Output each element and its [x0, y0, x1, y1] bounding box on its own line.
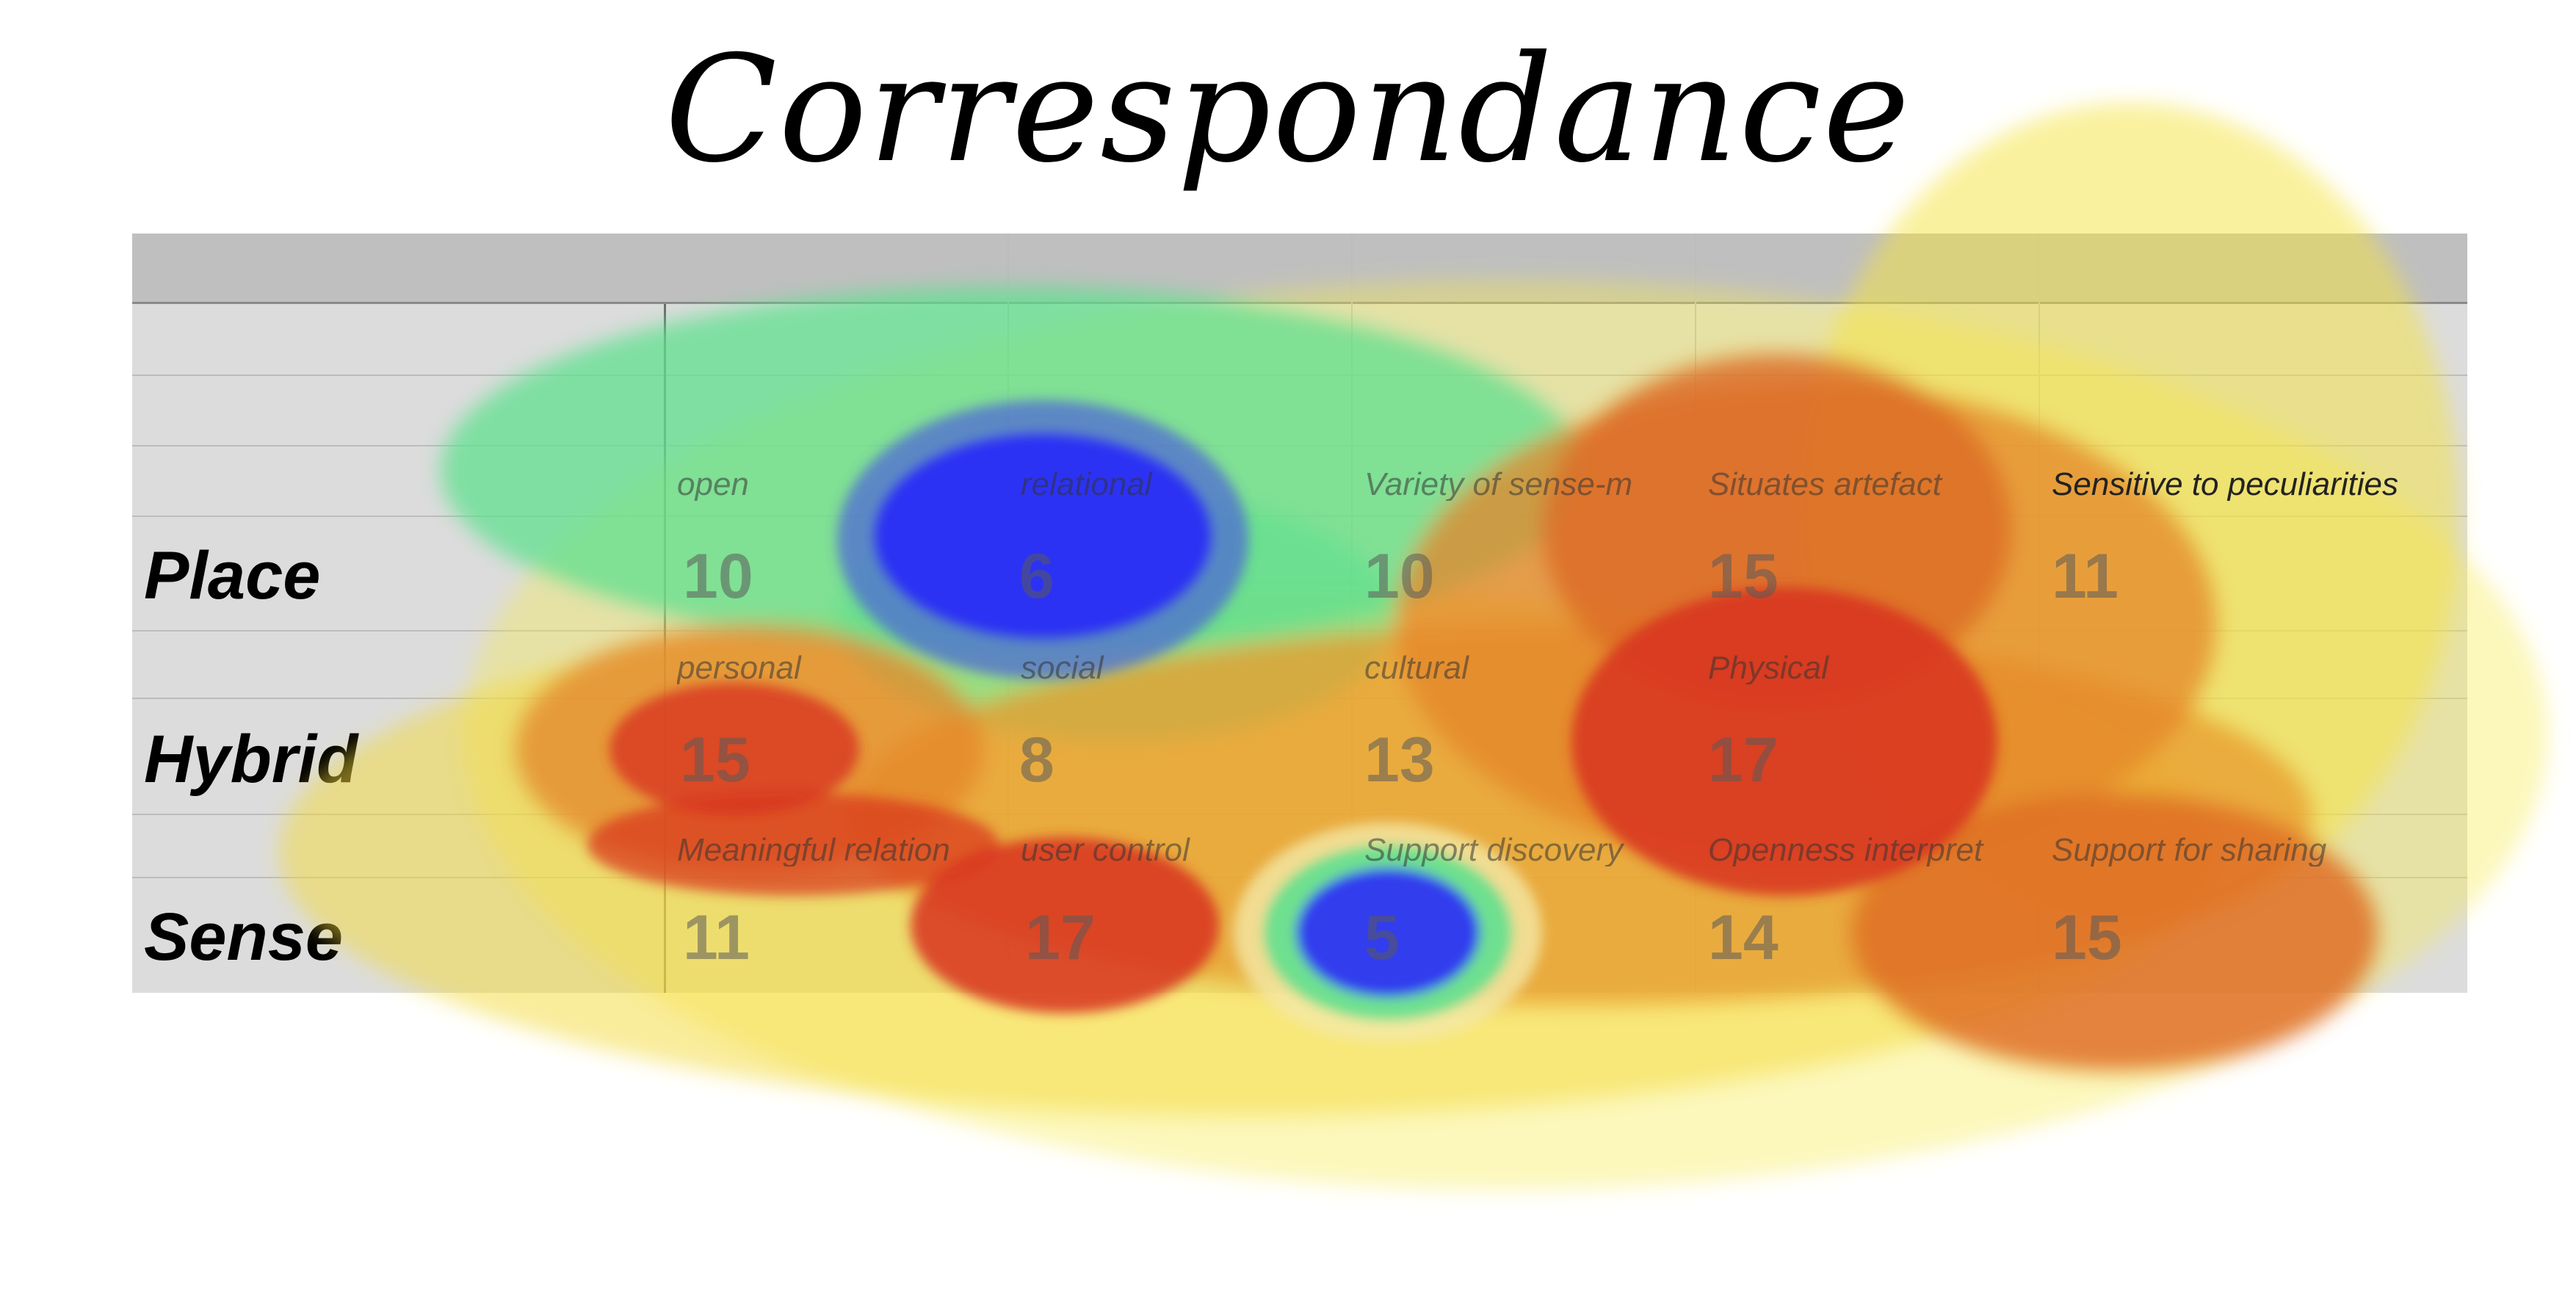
cell-category: Sensitive to peculiarities [2052, 469, 2399, 501]
cell-value: 10 [683, 541, 753, 612]
cell-category: social [1021, 652, 1104, 684]
cell-category: Physical [1708, 652, 1828, 684]
cell-category: Meaningful relation [677, 834, 950, 867]
chart-title: Correspondance [665, 24, 1911, 195]
cell-category: relational [1021, 469, 1152, 501]
cell-category: Support for sharing [2052, 834, 2327, 867]
cell-category: open [677, 469, 749, 501]
cell-value: 13 [1364, 725, 1435, 795]
cell-value: 8 [1019, 725, 1054, 795]
cell-value: 5 [1364, 903, 1400, 973]
cell-category: Support discovery [1364, 834, 1624, 867]
cell-category: Openness interpret [1708, 834, 1983, 867]
cell-category: cultural [1364, 652, 1469, 684]
cell-category: Variety of sense-m [1364, 469, 1633, 501]
cell-value: 17 [1708, 725, 1779, 795]
cell-value: 15 [2052, 903, 2122, 973]
cell-category: user control [1021, 834, 1190, 867]
cell-value: 15 [680, 725, 750, 795]
cell-category: Situates artefact [1708, 469, 1942, 501]
cell-value: 10 [1364, 541, 1435, 612]
cell-value: 11 [2052, 541, 2119, 612]
cell-value: 6 [1019, 541, 1054, 612]
cell-value: 14 [1708, 903, 1779, 973]
cell-value: 15 [1708, 541, 1779, 612]
cell-category: personal [677, 652, 801, 684]
cell-value: 11 [683, 903, 750, 973]
cell-value: 17 [1025, 903, 1096, 973]
